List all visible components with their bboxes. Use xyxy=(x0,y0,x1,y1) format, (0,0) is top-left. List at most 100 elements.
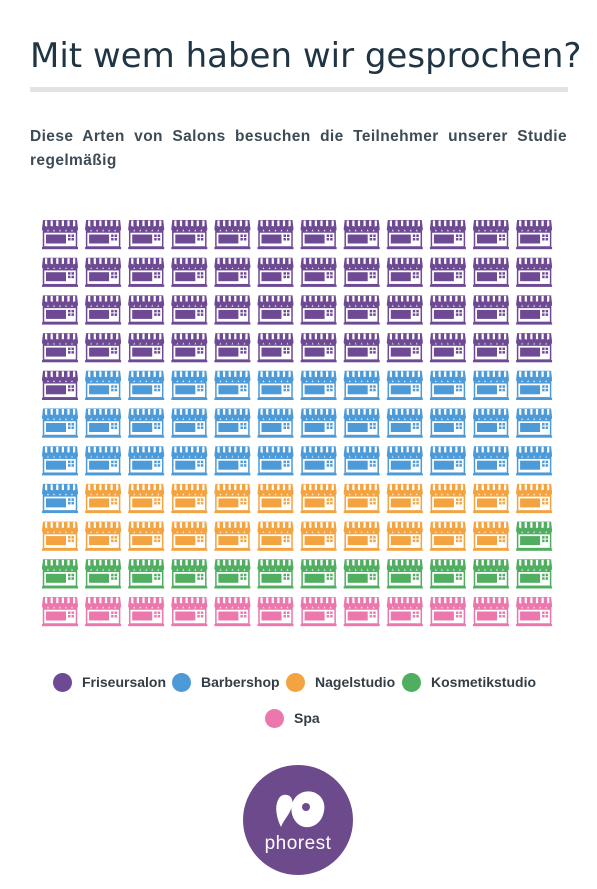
legend-label-spa: Spa xyxy=(294,710,320,726)
legend-label-nagelstudio: Nagelstudio xyxy=(315,674,396,690)
storefront-icon-friseursalon xyxy=(85,257,122,287)
storefront-icon-nagelstudio xyxy=(42,521,78,551)
storefront-icon-barbershop xyxy=(128,370,165,400)
legend-swatch-spa xyxy=(265,709,284,728)
storefront-icon-friseursalon xyxy=(257,257,294,287)
storefront-icon-nagelstudio xyxy=(171,521,208,551)
storefront-icon-friseursalon xyxy=(300,257,337,287)
storefront-icon-friseursalon xyxy=(257,333,294,363)
storefront-icon-friseursalon xyxy=(42,295,78,325)
storefront-icon-kosmetikstudio xyxy=(473,559,509,589)
legend-label-kosmetikstudio: Kosmetikstudio xyxy=(431,674,537,690)
storefront-icon-spa xyxy=(300,597,337,627)
storefront-icon-barbershop xyxy=(85,370,122,400)
storefront-icon-nagelstudio xyxy=(171,483,208,514)
storefront-icon-barbershop xyxy=(128,446,165,476)
storefront-icon-friseursalon xyxy=(343,295,380,325)
storefront-icon-kosmetikstudio xyxy=(257,559,294,589)
storefront-icon-barbershop xyxy=(257,408,294,438)
storefront-icon-barbershop xyxy=(343,446,380,476)
storefront-icon-nagelstudio xyxy=(429,483,466,514)
storefront-icon-barbershop xyxy=(42,446,78,476)
legend-swatch-nagelstudio xyxy=(286,673,305,692)
storefront-icon-barbershop xyxy=(300,446,337,476)
storefront-icon-barbershop xyxy=(171,408,208,438)
storefront-icon-friseursalon xyxy=(386,257,423,287)
storefront-icon-barbershop xyxy=(386,446,423,476)
storefront-icon-friseursalon xyxy=(85,220,122,250)
storefront-icon-spa xyxy=(516,597,553,627)
storefront-icon-friseursalon xyxy=(343,257,380,287)
storefront-icon-kosmetikstudio xyxy=(171,559,208,589)
storefront-icon-barbershop xyxy=(42,483,78,514)
logo-mark-icon xyxy=(276,791,325,828)
storefront-icon-kosmetikstudio xyxy=(516,521,553,551)
storefront-icon-barbershop xyxy=(42,408,78,438)
storefront-icon-friseursalon xyxy=(257,295,294,325)
storefront-icon-barbershop xyxy=(429,408,466,438)
legend-swatch-friseursalon xyxy=(53,673,72,692)
storefront-icon-kosmetikstudio xyxy=(85,559,122,589)
storefront-icon-nagelstudio xyxy=(429,521,466,551)
storefront-icon-barbershop xyxy=(171,446,208,476)
storefront-icon-friseursalon xyxy=(516,333,553,363)
storefront-icon-friseursalon xyxy=(300,333,337,363)
storefront-icon-barbershop xyxy=(300,370,337,400)
storefront-icon-friseursalon xyxy=(128,333,165,363)
storefront-icon-kosmetikstudio xyxy=(386,559,423,589)
storefront-icon-friseursalon xyxy=(42,220,78,250)
storefront-icon-kosmetikstudio xyxy=(343,559,380,589)
storefront-icon-spa xyxy=(386,597,423,627)
storefront-icon-barbershop xyxy=(128,408,165,438)
storefront-icon-nagelstudio xyxy=(386,483,423,514)
storefront-icon-nagelstudio xyxy=(128,521,165,551)
storefront-icon-friseursalon xyxy=(85,295,122,325)
storefront-icon-nagelstudio xyxy=(257,483,294,514)
storefront-icon-spa xyxy=(128,597,165,627)
storefront-icon-barbershop xyxy=(214,408,251,438)
storefront-icon-friseursalon xyxy=(214,257,251,287)
storefront-icon-friseursalon xyxy=(343,220,380,250)
storefront-icon-spa xyxy=(42,597,78,627)
logo-wordmark: phorest xyxy=(264,833,332,854)
storefront-icon-friseursalon xyxy=(300,295,337,325)
storefront-icon-friseursalon xyxy=(171,220,208,250)
storefront-icon-nagelstudio xyxy=(473,521,509,551)
storefront-icon-friseursalon xyxy=(473,295,509,325)
storefront-icon-friseursalon xyxy=(214,295,251,325)
storefront-icon-barbershop xyxy=(300,408,337,438)
storefront-icon-friseursalon xyxy=(473,220,509,250)
storefront-icon-nagelstudio xyxy=(85,521,122,551)
storefront-icon-kosmetikstudio xyxy=(429,559,466,589)
storefront-icon-friseursalon xyxy=(85,333,122,363)
storefront-icon-friseursalon xyxy=(171,295,208,325)
storefront-icon-barbershop xyxy=(473,370,509,400)
storefront-icon-friseursalon xyxy=(128,220,165,250)
storefront-icon-nagelstudio xyxy=(257,521,294,551)
storefront-icon-spa xyxy=(429,597,466,627)
storefront-icon-barbershop xyxy=(214,370,251,400)
storefront-icon-friseursalon xyxy=(473,257,509,287)
storefront-icon-friseursalon xyxy=(429,333,466,363)
storefront-icon-friseursalon xyxy=(42,333,78,363)
storefront-icon-barbershop xyxy=(473,446,509,476)
storefront-icon-barbershop xyxy=(171,370,208,400)
chart-subtitle: Diese Arten von Salons besuchen die Teil… xyxy=(30,128,567,169)
storefront-icon-spa xyxy=(171,597,208,627)
storefront-icon-friseursalon xyxy=(429,257,466,287)
storefront-icon-friseursalon xyxy=(300,220,337,250)
storefront-icon-nagelstudio xyxy=(214,521,251,551)
storefront-icon-friseursalon xyxy=(128,295,165,325)
storefront-icon-friseursalon xyxy=(343,333,380,363)
storefront-icon-nagelstudio xyxy=(343,483,380,514)
storefront-icon-friseursalon xyxy=(473,333,509,363)
storefront-icon-nagelstudio xyxy=(516,483,553,514)
storefront-icon-barbershop xyxy=(214,446,251,476)
storefront-icon-friseursalon xyxy=(171,257,208,287)
storefront-icon-barbershop xyxy=(429,446,466,476)
storefront-icon-friseursalon xyxy=(214,220,251,250)
storefront-icon-barbershop xyxy=(473,408,509,438)
storefront-icon-friseursalon xyxy=(429,295,466,325)
storefront-icon-friseursalon xyxy=(429,220,466,250)
storefront-icon-spa xyxy=(85,597,122,627)
